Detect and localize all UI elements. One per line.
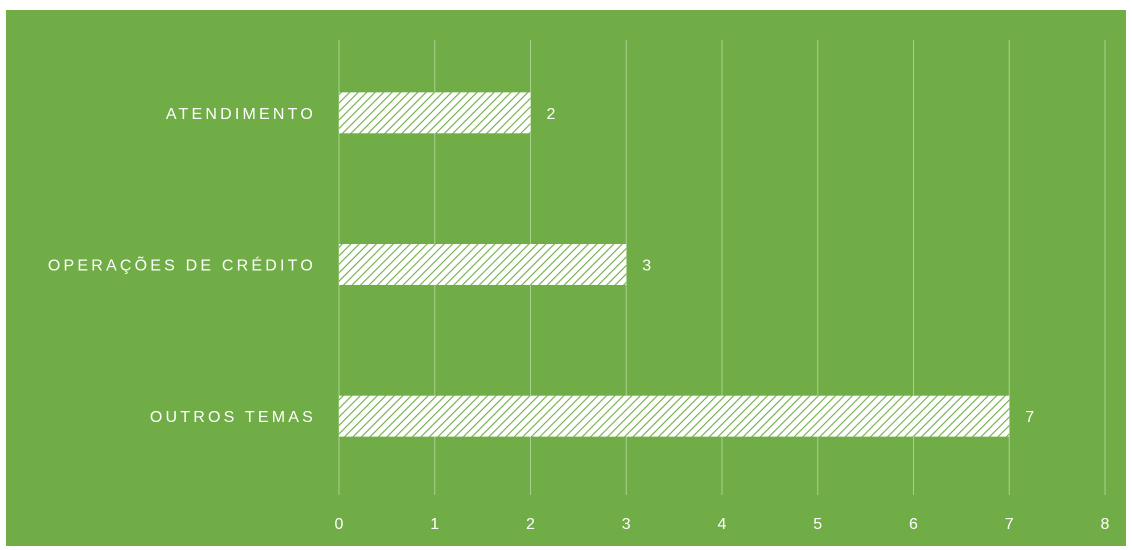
data-label: 3 [642,258,651,275]
data-label: 7 [1025,409,1034,426]
x-tick-label: 1 [430,516,439,533]
bar-2 [339,244,627,285]
x-tick-label: 3 [622,516,631,533]
category-label: OUTROS TEMAS [150,409,316,426]
x-tick-label: 4 [718,516,727,533]
category-label: OPERAÇÕES DE CRÉDITO [48,255,316,275]
data-label: 2 [547,106,556,123]
labels: 0 1 2 3 4 5 6 7 8 ATENDIMENTO 2 OPERAÇÕES DE CRÉDIT… [48,106,1110,533]
x-tick-label: 5 [813,516,822,533]
x-tick-label: 0 [335,516,344,533]
category-label: ATENDIMENTO [166,106,316,123]
bar-3 [339,395,1010,437]
bar-1 [339,92,531,134]
x-tick-label: 7 [1005,516,1014,533]
bars [339,92,1010,437]
x-tick-label: 8 [1101,516,1110,533]
x-tick-label: 2 [526,516,535,533]
x-tick-label: 6 [909,516,918,533]
